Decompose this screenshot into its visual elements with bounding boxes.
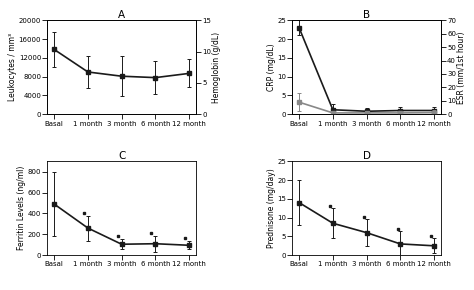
Title: B: B xyxy=(363,10,370,20)
Y-axis label: Ferritin Levels (ng/ml): Ferritin Levels (ng/ml) xyxy=(17,166,26,250)
Title: C: C xyxy=(118,151,125,161)
Y-axis label: Leukocytes / mm³: Leukocytes / mm³ xyxy=(8,33,17,101)
Title: A: A xyxy=(118,10,125,20)
Title: D: D xyxy=(363,151,371,161)
Y-axis label: CRP (mg/dL): CRP (mg/dL) xyxy=(267,44,276,91)
Y-axis label: Prednisone (mg/day): Prednisone (mg/day) xyxy=(267,168,276,248)
Y-axis label: Hemoglobin (g/dL): Hemoglobin (g/dL) xyxy=(212,32,221,103)
Y-axis label: ESR (mm/1st hour): ESR (mm/1st hour) xyxy=(457,31,466,104)
